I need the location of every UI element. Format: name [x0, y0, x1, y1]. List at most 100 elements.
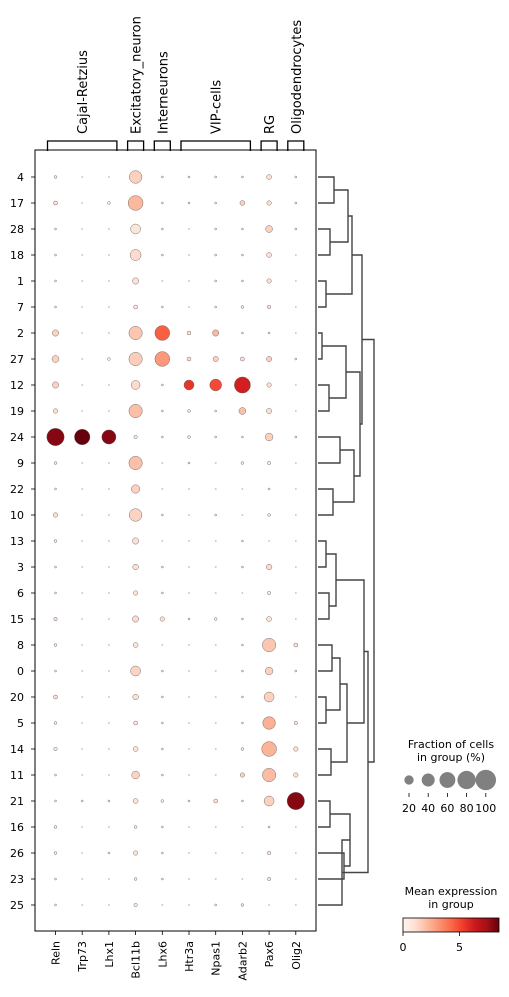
dot-7-Pax6 [267, 305, 272, 309]
group-label: 23 [10, 873, 24, 886]
size-legend-label: 100 [475, 802, 496, 815]
dot-20-Pax6 [263, 691, 275, 703]
dot-10-Olig2 [295, 514, 297, 516]
dendro-link [326, 657, 341, 711]
dot-13-Htr3a [188, 540, 190, 542]
gene-label: Lhx6 [156, 941, 169, 968]
gene-label: Bcl11b [130, 941, 143, 979]
dendro-link [318, 280, 327, 308]
dot-11-Trp73 [81, 774, 83, 776]
dot-23-Bcl11b [133, 877, 138, 881]
gene-label: Olig2 [290, 941, 303, 970]
size-legend-dot [475, 769, 496, 791]
size-legend-dot [404, 775, 414, 785]
dot-8-Olig2 [293, 642, 298, 648]
dot-17-Lhx1 [107, 201, 111, 205]
dot-25-Htr3a [188, 904, 190, 906]
dot-11-Adarb2 [239, 772, 245, 778]
gene-label: Adarb2 [236, 941, 249, 981]
dot-24-Npas1 [214, 435, 217, 439]
gene-label: Lhx1 [103, 941, 116, 968]
dot-17-Htr3a [187, 201, 191, 205]
group-label: 19 [10, 405, 24, 418]
dot-2-Pax6 [267, 331, 271, 335]
dot-2-Lhx6 [154, 325, 170, 341]
dot-0-Adarb2 [241, 669, 244, 673]
dot-7-Olig2 [295, 306, 297, 308]
dot-28-Adarb2 [241, 227, 244, 231]
dot-19-Lhx6 [161, 409, 164, 413]
dot-8-Lhx1 [108, 644, 110, 646]
dot-9-Lhx6 [161, 462, 164, 464]
dot-13-Olig2 [295, 540, 297, 542]
dendro-link [318, 228, 331, 256]
dot-28-Htr3a [188, 228, 190, 230]
dot-7-Trp73 [81, 306, 83, 308]
dot-26-Trp73 [81, 852, 83, 854]
dot-3-Olig2 [295, 566, 297, 568]
dot-22-Olig2 [295, 488, 297, 490]
dot-24-Pax6 [265, 432, 274, 442]
dot-16-Lhx1 [108, 826, 110, 828]
dot-7-Htr3a [188, 306, 190, 308]
dot-16-Htr3a [188, 826, 190, 828]
dot-28-Bcl11b [130, 223, 141, 235]
dot-18-Bcl11b [129, 249, 142, 261]
dot-9-Olig2 [295, 462, 297, 464]
dendro-link [318, 644, 333, 672]
dot-23-Reln [54, 877, 57, 881]
dot-11-Bcl11b [131, 770, 140, 780]
dot-19-Htr3a [187, 409, 191, 413]
dot-6-Npas1 [214, 592, 217, 594]
dot-15-Htr3a [187, 617, 191, 621]
gene-label: Pax6 [263, 941, 276, 967]
group-label: 21 [10, 795, 24, 808]
dot-12-Trp73 [81, 384, 83, 386]
dot-6-Reln [54, 591, 57, 595]
dot-2-Lhx1 [108, 332, 110, 334]
dot-26-Npas1 [214, 852, 217, 854]
dot-26-Pax6 [267, 851, 272, 855]
group-label: 24 [10, 431, 24, 444]
dot-25-Npas1 [214, 903, 217, 907]
dot-26-Adarb2 [241, 852, 244, 854]
dot-19-Trp73 [81, 410, 83, 412]
dot-26-Lhx6 [161, 851, 164, 855]
dot-27-Trp73 [81, 358, 83, 360]
dot-26-Reln [53, 851, 58, 855]
dot-22-Adarb2 [241, 488, 244, 490]
dot-14-Pax6 [261, 741, 277, 757]
size-legend-title: Fraction of cells [408, 738, 494, 751]
dot-4-Pax6 [266, 174, 272, 180]
dot-15-Npas1 [214, 617, 218, 621]
dendro-link [318, 488, 334, 516]
dot-21-Reln [54, 799, 57, 803]
dot-26-Htr3a [188, 852, 190, 854]
dot-18-Pax6 [266, 252, 272, 258]
dot-9-Reln [53, 461, 58, 465]
dot-5-Lhx6 [161, 721, 164, 725]
dot-28-Trp73 [81, 228, 83, 230]
dot-3-Pax6 [266, 563, 273, 571]
dot-4-Trp73 [81, 176, 83, 178]
dot-27-Lhx6 [154, 351, 170, 367]
dot-14-Lhx1 [108, 748, 110, 750]
dot-12-Lhx1 [108, 384, 110, 386]
dot-17-Bcl11b [127, 195, 144, 211]
dendro-link [318, 436, 341, 464]
colorbar [402, 917, 500, 933]
gene-label: Htr3a [183, 941, 196, 972]
dot-13-Bcl11b [132, 537, 139, 545]
dot-27-Bcl11b [128, 352, 143, 366]
plot-area-frame [34, 149, 317, 932]
dot-0-Trp73 [81, 670, 83, 672]
dot-16-Adarb2 [241, 826, 244, 828]
dot-18-Lhx1 [108, 254, 110, 256]
dot-0-Bcl11b [130, 665, 141, 677]
size-legend-label: 20 [402, 802, 416, 815]
dot-14-Bcl11b [132, 746, 139, 752]
dot-20-Trp73 [81, 696, 83, 698]
size-legend-dot [439, 772, 456, 788]
